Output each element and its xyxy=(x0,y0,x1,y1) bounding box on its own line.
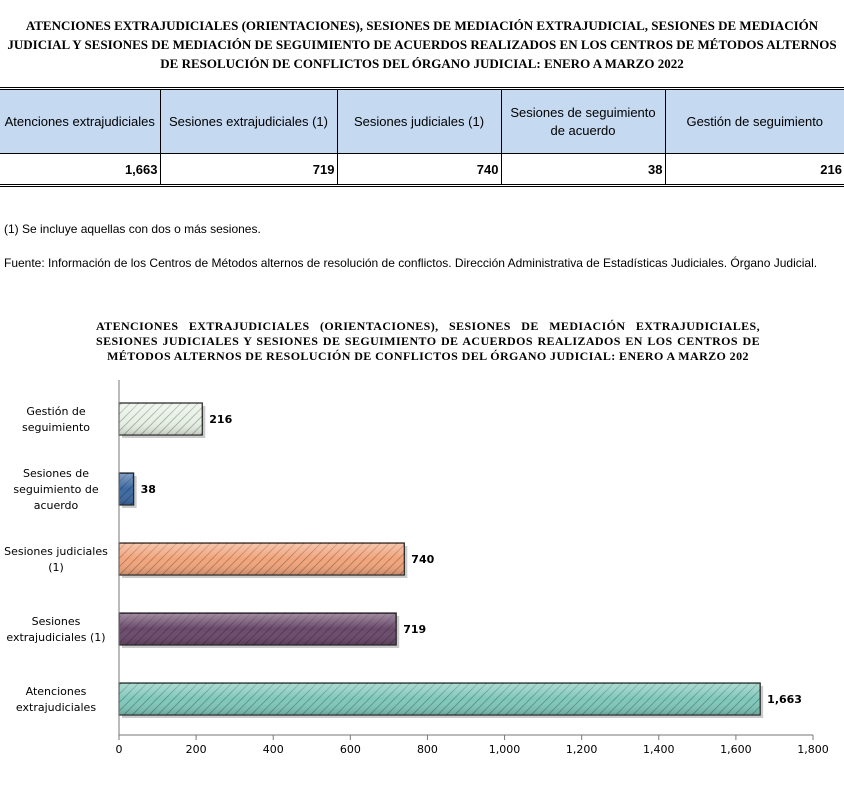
bar-value-label: 740 xyxy=(411,553,434,566)
x-tick-label: 0 xyxy=(116,743,123,756)
bar-sheen xyxy=(120,614,396,644)
x-tick-label: 400 xyxy=(263,743,284,756)
x-tick-label: 1,600 xyxy=(720,743,752,756)
cell-sesiones-extrajudiciales: 719 xyxy=(159,153,337,187)
x-axis: 0 200 400 600 800 1,000 1,200 1,400 1,600 1,800 xyxy=(116,380,829,756)
table-row: 1,663 719 740 38 216 xyxy=(0,153,844,187)
cell-sesiones-seguimiento-acuerdo: 38 xyxy=(500,153,665,187)
bar-sheen xyxy=(120,404,202,434)
bar-sheen xyxy=(120,474,133,504)
bar-value-label: 38 xyxy=(141,483,156,496)
bar-group: 38 Sesiones de seguimiento de acuerdo xyxy=(13,467,156,512)
bar-group: 740 Sesiones judiciales (1) xyxy=(4,542,435,578)
title-divider xyxy=(0,87,844,88)
chart-bars: 216 Gestión de seguimiento 38 Sesiones de seg… xyxy=(4,402,802,718)
bar-chart: 216 Gestión de seguimiento 38 Sesiones de seg… xyxy=(4,380,829,756)
source-note: Fuente: Información de los Centros de Mé… xyxy=(4,256,818,270)
bar-sheen xyxy=(120,544,404,574)
category-label: Sesiones judiciales (1) xyxy=(4,545,108,574)
header-sesiones-extrajudiciales: Sesiones extrajudiciales (1) xyxy=(159,89,337,154)
chart-title: ATENCIONES EXTRAJUDICIALES (ORIENTACIONE… xyxy=(96,319,760,363)
bar-value-label: 1,663 xyxy=(767,693,802,706)
cell-gestion-seguimiento: 216 xyxy=(664,153,844,187)
x-tick-label: 1,800 xyxy=(797,743,829,756)
x-tick-label: 600 xyxy=(340,743,361,756)
category-label: Sesiones de seguimiento de acuerdo xyxy=(13,467,99,512)
x-tick-label: 200 xyxy=(186,743,207,756)
x-tick-label: 1,200 xyxy=(566,743,598,756)
bar-group: 719 Sesiones extrajudiciales (1) xyxy=(6,612,426,648)
cell-sesiones-judiciales: 740 xyxy=(336,153,501,187)
table-header-row: Atenciones extrajudiciales Sesiones extr… xyxy=(0,89,844,154)
x-tick-label: 1,000 xyxy=(489,743,521,756)
bar-value-label: 719 xyxy=(403,623,426,636)
bar-sheen xyxy=(120,684,760,714)
bar-group: 1,663 Atenciones extrajudiciales xyxy=(16,682,802,718)
x-tick-label: 1,400 xyxy=(643,743,675,756)
bar-group: 216 Gestión de seguimiento xyxy=(22,402,233,438)
summary-table: Atenciones extrajudiciales Sesiones extr… xyxy=(0,89,844,187)
header-sesiones-seguimiento-acuerdo: Sesiones de seguimiento de acuerdo xyxy=(500,89,665,154)
bar-value-label: 216 xyxy=(209,413,232,426)
category-label: Atenciones extrajudiciales xyxy=(16,685,96,714)
category-label: Sesiones extrajudiciales (1) xyxy=(6,615,105,644)
header-sesiones-judiciales: Sesiones judiciales (1) xyxy=(336,89,501,154)
header-atenciones-extrajudiciales: Atenciones extrajudiciales xyxy=(0,89,160,154)
cell-atenciones-extrajudiciales: 1,663 xyxy=(0,153,160,187)
category-label: Gestión de seguimiento xyxy=(22,405,90,434)
page-title: ATENCIONES EXTRAJUDICIALES (ORIENTACIONE… xyxy=(7,18,837,71)
x-tick-label: 800 xyxy=(417,743,438,756)
header-gestion-seguimiento: Gestión de seguimiento xyxy=(664,89,844,154)
footnote: (1) Se incluye aquellas con dos o más se… xyxy=(4,222,261,236)
